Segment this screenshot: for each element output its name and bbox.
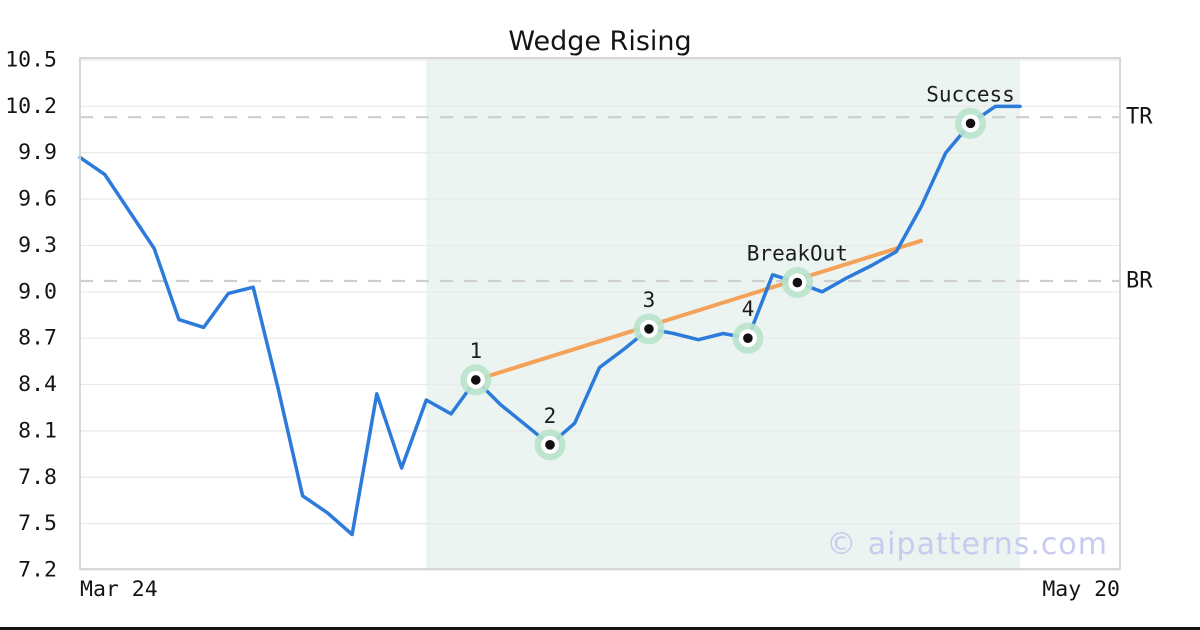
pattern-region — [426, 58, 1020, 569]
level-label-tr: TR — [1126, 105, 1153, 130]
annotation-label-success: Success — [926, 82, 1015, 106]
bottom-edge-bar — [0, 627, 1200, 630]
y-tick-label: 10.5 — [5, 48, 57, 73]
y-tick-label: 8.1 — [18, 418, 57, 443]
y-tick-label: 7.5 — [18, 511, 57, 536]
x-axis-end-label: May 20 — [1042, 577, 1120, 602]
annotation-label-breakout: BreakOut — [747, 242, 848, 266]
annotation-label-4: 4 — [742, 297, 755, 321]
marker-1-dot — [470, 375, 481, 385]
marker-4-dot — [743, 333, 753, 343]
y-tick-label: 7.2 — [18, 558, 57, 583]
marker-success-dot — [965, 118, 976, 129]
y-tick-label: 10.2 — [5, 94, 57, 119]
y-tick-label: 9.3 — [18, 233, 57, 258]
annotation-label-3: 3 — [643, 288, 656, 312]
y-tick-label: 9.9 — [18, 140, 57, 165]
y-tick-label: 7.8 — [18, 465, 57, 490]
chart-title: Wedge Rising — [508, 26, 692, 57]
annotation-label-1: 1 — [469, 339, 482, 363]
y-tick-label: 8.4 — [18, 372, 57, 397]
x-axis-start-label: Mar 24 — [80, 577, 158, 602]
marker-3-dot — [644, 324, 654, 334]
annotation-label-2: 2 — [544, 404, 557, 428]
y-tick-label: 8.7 — [18, 326, 57, 351]
level-label-br: BR — [1126, 269, 1153, 294]
y-tick-label: 9.6 — [18, 187, 57, 212]
marker-breakout-dot — [792, 277, 803, 288]
plot-border — [79, 57, 1121, 570]
watermark: © aipatterns.com — [826, 527, 1108, 562]
trendline — [473, 238, 924, 382]
marker-2-dot — [545, 440, 555, 450]
y-tick-label: 9.0 — [18, 279, 57, 304]
